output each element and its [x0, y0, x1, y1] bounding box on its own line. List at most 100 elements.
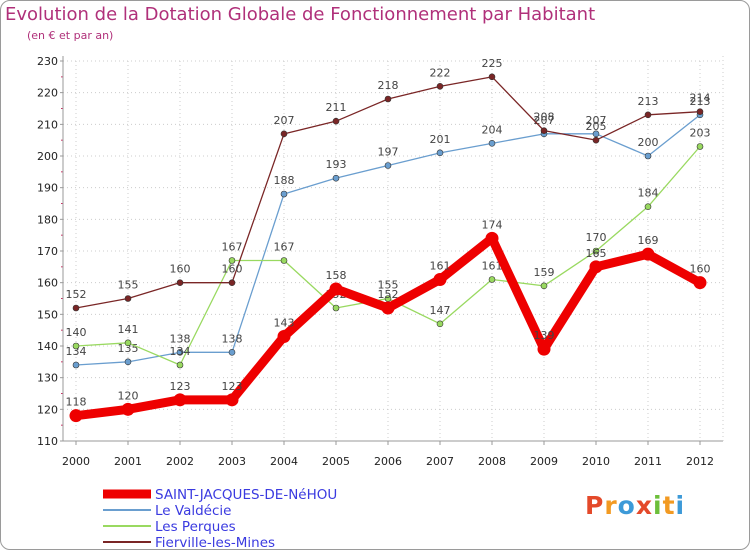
data-label: 134	[170, 345, 191, 358]
data-label: 225	[482, 57, 503, 70]
data-point	[488, 276, 496, 283]
data-label: 203	[690, 127, 711, 140]
legend-item: Le Valdécie	[103, 503, 231, 519]
data-label: 222	[430, 66, 451, 79]
data-label: 205	[586, 120, 607, 133]
y-tick-label: 120	[37, 403, 58, 416]
logo-letter: i	[675, 491, 686, 520]
data-label: 140	[66, 326, 87, 339]
data-label: 213	[638, 95, 659, 108]
data-label: 201	[430, 133, 451, 146]
data-point	[696, 143, 704, 150]
data-label: 160	[690, 263, 711, 276]
y-tick-label: 150	[37, 308, 58, 321]
data-point	[69, 409, 83, 423]
data-point	[592, 136, 600, 144]
data-label: 161	[482, 260, 503, 273]
legend-label: Le Valdécie	[155, 503, 231, 519]
legend-item: Fierville-les-Mines	[103, 535, 275, 549]
data-point	[488, 73, 496, 81]
data-point	[173, 393, 187, 407]
data-point	[436, 83, 444, 90]
data-point	[488, 140, 496, 147]
y-tick-label: 230	[37, 55, 58, 68]
legend-label: SAINT-JACQUES-DE-NéHOU	[155, 487, 337, 503]
data-label: 218	[378, 79, 399, 92]
x-tick-label: 2001	[114, 455, 142, 468]
data-point	[696, 108, 704, 115]
data-label: 147	[430, 304, 451, 317]
data-label: 165	[586, 247, 607, 260]
data-label: 143	[274, 317, 295, 330]
data-point	[436, 320, 444, 328]
data-point	[644, 111, 652, 119]
data-point	[332, 174, 340, 182]
data-point	[644, 203, 652, 210]
data-point	[384, 95, 392, 103]
data-label: 207	[534, 114, 555, 127]
data-label: 123	[222, 380, 243, 393]
proxiti-logo: Proxiti	[585, 491, 685, 520]
data-label: 208	[534, 111, 555, 124]
data-point	[176, 349, 184, 356]
data-point	[225, 393, 239, 407]
x-tick-label: 2000	[62, 455, 90, 468]
logo-letter: r	[604, 491, 618, 520]
data-label: 184	[638, 187, 659, 200]
x-tick-label: 2012	[686, 455, 714, 468]
x-tick-label: 2010	[582, 455, 610, 468]
y-tick-label: 190	[37, 182, 58, 195]
data-point	[537, 342, 551, 356]
data-point	[228, 279, 236, 286]
y-tick-label: 110	[37, 435, 58, 448]
y-tick-label: 140	[37, 340, 58, 353]
data-label: 138	[170, 332, 191, 345]
data-label: 134	[66, 345, 87, 358]
logo-letter: P	[585, 491, 605, 520]
y-tick-label: 130	[37, 372, 58, 385]
data-label: 120	[118, 389, 139, 402]
x-tick-label: 2007	[426, 455, 454, 468]
data-point	[540, 282, 548, 290]
legend-item: SAINT-JACQUES-DE-NéHOU	[103, 487, 337, 503]
logo-letter: x	[635, 491, 653, 520]
logo-letter: i	[653, 491, 663, 520]
data-point	[592, 247, 600, 255]
y-tick-label: 170	[37, 245, 58, 258]
data-label: 204	[482, 123, 503, 136]
data-label: 161	[430, 260, 451, 273]
data-point	[644, 152, 652, 160]
y-tick-label: 160	[37, 277, 58, 290]
data-point	[433, 273, 447, 286]
data-point	[485, 231, 499, 245]
data-point	[280, 130, 288, 138]
logo-letter: t	[662, 491, 676, 520]
x-tick-label: 2011	[634, 455, 662, 468]
data-point	[332, 117, 340, 125]
data-point	[381, 301, 395, 315]
data-label: 159	[534, 266, 555, 279]
data-label: 155	[378, 279, 399, 292]
x-tick-label: 2008	[478, 455, 506, 468]
x-tick-label: 2004	[270, 455, 298, 468]
data-point	[228, 349, 236, 356]
data-point	[124, 358, 132, 366]
chart-subtitle: (en € et par an)	[27, 29, 114, 42]
data-label: 211	[326, 101, 347, 114]
data-label: 141	[118, 323, 139, 336]
data-label: 214	[690, 92, 711, 105]
data-point	[72, 342, 80, 350]
data-label: 200	[638, 136, 659, 149]
data-label: 174	[482, 218, 503, 231]
x-tick-label: 2009	[530, 455, 558, 468]
data-label: 160	[222, 263, 243, 276]
data-label: 152	[378, 288, 399, 301]
data-label: 158	[326, 269, 347, 282]
data-label: 207	[586, 114, 607, 127]
x-tick-label: 2002	[166, 455, 194, 468]
data-point	[176, 279, 184, 286]
x-tick-label: 2006	[374, 455, 402, 468]
